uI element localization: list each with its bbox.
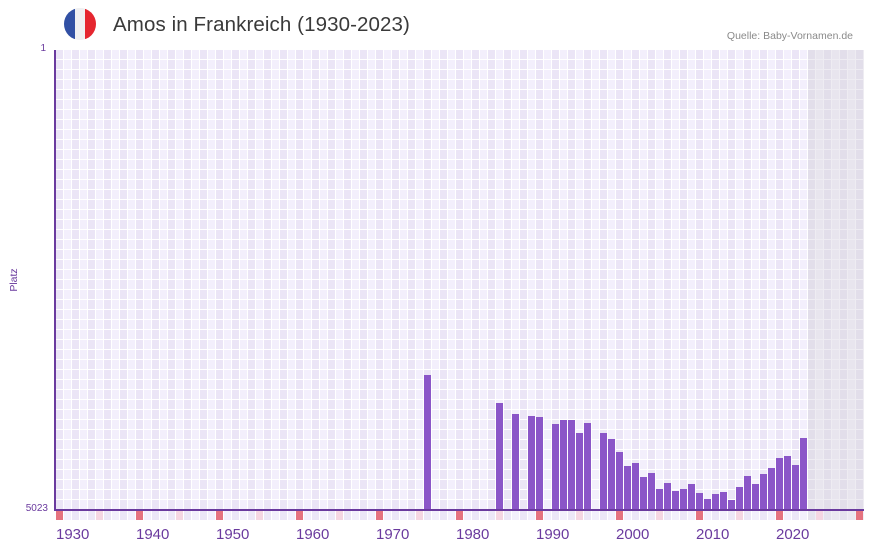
bar-1989[interactable]: [528, 416, 535, 510]
projection-shade: [808, 50, 864, 510]
bar-2022[interactable]: [792, 465, 799, 510]
source-link[interactable]: Quelle: Baby-Vornamen.de: [726, 30, 853, 42]
bar-1987[interactable]: [512, 414, 519, 510]
france-flag-icon: [64, 8, 96, 40]
chart-title: Amos in Frankreich (1930-2023): [113, 13, 410, 36]
bar-1994[interactable]: [568, 420, 575, 510]
decade-marker: [56, 511, 63, 520]
bar-1976[interactable]: [424, 375, 431, 510]
decade-marker: [456, 511, 463, 520]
bar-2004[interactable]: [648, 473, 655, 510]
bar-1993[interactable]: [560, 420, 567, 510]
bar-2013[interactable]: [720, 492, 727, 510]
half-decade-marker: [416, 511, 423, 520]
half-decade-marker: [96, 511, 103, 520]
bar-1999[interactable]: [608, 439, 615, 510]
x-tick-label: 1930: [56, 526, 90, 543]
bar-2019[interactable]: [768, 468, 775, 510]
x-axis-line: [54, 509, 864, 511]
bar-2011[interactable]: [704, 499, 711, 510]
x-tick-label: 1980: [456, 526, 490, 543]
bar-2006[interactable]: [664, 483, 671, 510]
flag-red-stripe: [85, 8, 96, 40]
decade-marker: [136, 511, 143, 520]
bar-2007[interactable]: [672, 491, 679, 510]
half-decade-marker: [256, 511, 263, 520]
x-tick-label: 1960: [296, 526, 330, 543]
x-tick-label: 1990: [536, 526, 570, 543]
half-decade-marker: [576, 511, 583, 520]
x-tick-label: 2020: [776, 526, 810, 543]
bar-2009[interactable]: [688, 484, 695, 510]
decade-marker: [776, 511, 783, 520]
x-tick-label: 1950: [216, 526, 250, 543]
bar-2001[interactable]: [624, 466, 631, 510]
half-decade-marker: [816, 511, 823, 520]
bar-2018[interactable]: [760, 474, 767, 510]
flag-white-stripe: [74, 8, 86, 40]
bar-2008[interactable]: [680, 489, 687, 510]
year-marker-strip: [56, 511, 864, 520]
y-tick-bottom: 5023: [25, 503, 48, 514]
y-axis-line: [54, 50, 56, 511]
bar-2014[interactable]: [728, 500, 735, 510]
bar-1985[interactable]: [496, 403, 503, 510]
half-decade-marker: [336, 511, 343, 520]
bar-1995[interactable]: [576, 433, 583, 510]
bar-2003[interactable]: [640, 477, 647, 510]
bar-2017[interactable]: [752, 484, 759, 510]
x-tick-label: 1940: [136, 526, 170, 543]
bar-2005[interactable]: [656, 489, 663, 510]
bar-1992[interactable]: [552, 424, 559, 510]
strip-projection-shade: [808, 511, 864, 520]
x-tick-label: 2010: [696, 526, 730, 543]
y-tick-top: 1: [40, 43, 46, 54]
bar-1996[interactable]: [584, 423, 591, 510]
half-decade-marker: [176, 511, 183, 520]
bar-2010[interactable]: [696, 493, 703, 510]
bar-2023[interactable]: [800, 438, 807, 510]
bar-2012[interactable]: [712, 494, 719, 510]
decade-marker: [216, 511, 223, 520]
flag-blue-stripe: [64, 8, 75, 40]
decade-marker: [616, 511, 623, 520]
decade-marker: [696, 511, 703, 520]
bar-1990[interactable]: [536, 417, 543, 510]
x-tick-label: 2000: [616, 526, 650, 543]
x-tick-label: 1970: [376, 526, 410, 543]
bar-2021[interactable]: [784, 456, 791, 510]
bar-2020[interactable]: [776, 458, 783, 510]
decade-marker: [296, 511, 303, 520]
bar-2002[interactable]: [632, 463, 639, 510]
half-decade-marker: [656, 511, 663, 520]
y-axis-label: Platz: [8, 268, 20, 292]
decade-marker: [536, 511, 543, 520]
decade-marker: [376, 511, 383, 520]
decade-marker: [856, 511, 863, 520]
bar-2015[interactable]: [736, 487, 743, 510]
bar-2016[interactable]: [744, 476, 751, 510]
half-decade-marker: [736, 511, 743, 520]
plot-area: [56, 50, 864, 510]
half-decade-marker: [496, 511, 503, 520]
bar-1998[interactable]: [600, 433, 607, 510]
bar-2000[interactable]: [616, 452, 623, 510]
